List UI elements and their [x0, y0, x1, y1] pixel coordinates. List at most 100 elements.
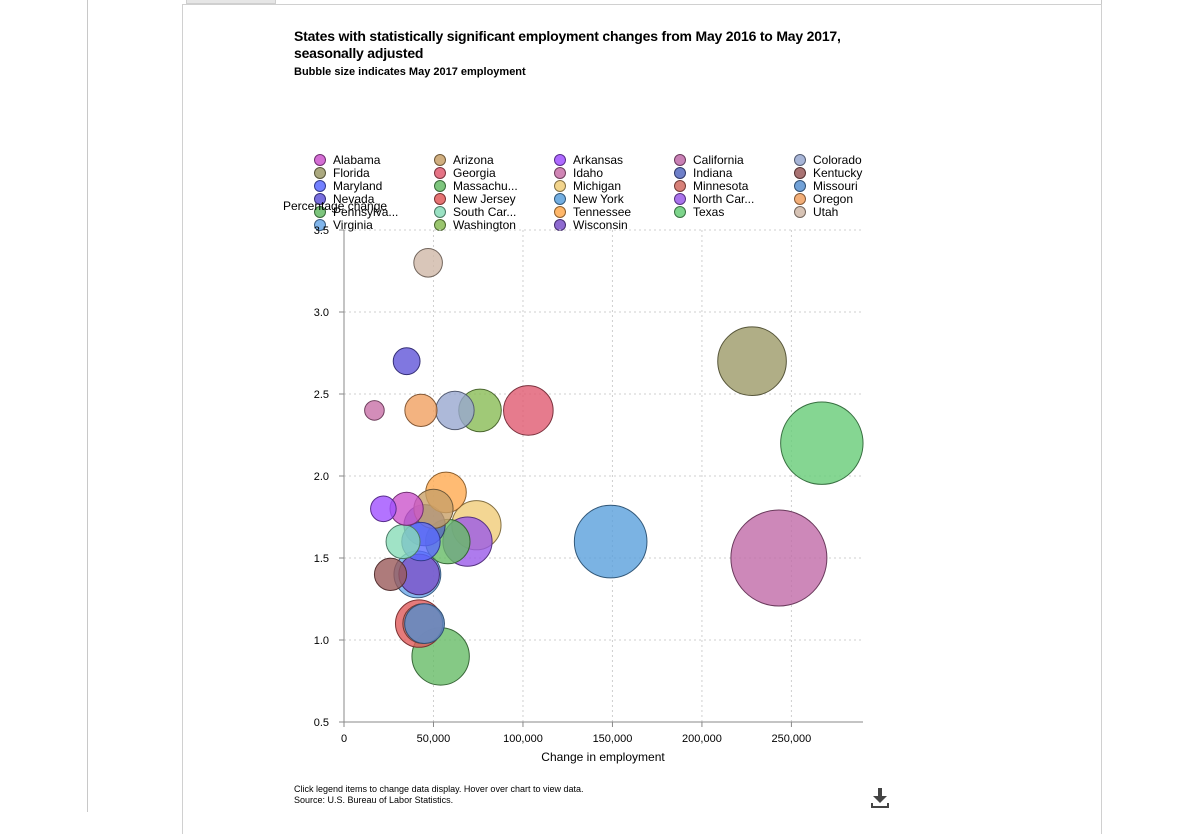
legend-item-tennessee[interactable]: Tennessee — [554, 205, 632, 219]
y-tick-label: 3.5 — [314, 225, 329, 237]
legend-swatch — [674, 180, 686, 192]
legend-swatch — [434, 167, 446, 179]
legend-label: Idaho — [573, 166, 603, 180]
legend-label: California — [693, 153, 744, 167]
legend-swatch — [794, 206, 806, 218]
legend-item-new-jersey[interactable]: New Jersey — [434, 192, 516, 206]
legend-item-michigan[interactable]: Michigan — [554, 179, 622, 193]
bubble-new-york[interactable]: New York — [573, 504, 648, 579]
tab-stub[interactable] — [186, 0, 276, 4]
chart-subtitle: Bubble size indicates May 2017 employmen… — [294, 66, 526, 78]
legend-label: Tennessee — [573, 205, 631, 219]
bubble-oregon[interactable]: Oregon — [404, 393, 438, 427]
legend-item-alabama[interactable]: Alabama — [314, 153, 381, 167]
legend-item-north-carolina[interactable]: North Car... — [674, 192, 755, 206]
footer-instructions: Click legend items to change data displa… — [294, 784, 584, 794]
legend-item-arizona[interactable]: Arizona — [434, 153, 495, 167]
legend-swatch — [674, 206, 686, 218]
bubble-utah[interactable]: Utah — [413, 247, 443, 278]
legend-item-pennsylvania[interactable]: Pennsylva... — [314, 205, 399, 219]
bubble-texas[interactable]: Texas — [780, 401, 864, 485]
bubble-layer: CaliforniaTexasNew YorkFloridaPennsylvan… — [364, 247, 864, 686]
legend-item-washington[interactable]: Washington — [434, 218, 516, 232]
legend-item-virginia[interactable]: Virginia — [314, 218, 374, 232]
legend-swatch — [794, 180, 806, 192]
legend-label: Minnesota — [693, 179, 749, 193]
bubble-idaho[interactable]: Idaho — [364, 400, 385, 421]
legend-swatch — [794, 167, 806, 179]
bubble-south-carolina[interactable]: South Carolina — [385, 524, 421, 560]
bubble-california[interactable]: California — [730, 509, 828, 607]
legend-item-maryland[interactable]: Maryland — [314, 179, 383, 193]
legend-label: North Car... — [693, 192, 754, 206]
legend-label: Alabama — [333, 153, 381, 167]
legend-swatch — [314, 219, 326, 231]
legend-swatch — [434, 193, 446, 205]
legend-item-idaho[interactable]: Idaho — [554, 166, 604, 180]
legend-item-massachusetts[interactable]: Massachu... — [434, 179, 518, 193]
legend-label: Colorado — [813, 153, 862, 167]
x-tick-label: 50,000 — [417, 733, 451, 745]
legend-swatch — [554, 206, 566, 218]
legend-item-florida[interactable]: Florida — [314, 166, 371, 180]
legend-swatch — [314, 193, 326, 205]
legend-swatch — [434, 206, 446, 218]
legend-label: Wisconsin — [573, 218, 628, 232]
bubble-nevada[interactable]: Nevada — [392, 347, 421, 376]
y-tick-label: 1.0 — [314, 635, 329, 647]
legend-swatch — [554, 154, 566, 166]
x-tick-label: 0 — [341, 733, 347, 745]
x-tick-label: 250,000 — [772, 733, 812, 745]
legend-swatch — [554, 219, 566, 231]
legend-item-colorado[interactable]: Colorado — [794, 153, 863, 167]
x-axis-label: Change in employment — [541, 750, 665, 764]
bubble-colorado[interactable]: Colorado — [435, 390, 475, 431]
download-icon[interactable] — [869, 786, 891, 810]
bubble-missouri[interactable]: Missouri — [404, 603, 445, 644]
legend-item-utah[interactable]: Utah — [794, 205, 839, 219]
legend-label: Massachu... — [453, 179, 518, 193]
legend-item-kentucky[interactable]: Kentucky — [794, 166, 863, 180]
bubble-kentucky[interactable]: Kentucky — [373, 557, 408, 592]
legend-label: Arkansas — [573, 153, 623, 167]
bubble-chart: Alabama Arizona Arkansas California Colorado… — [283, 153, 864, 764]
chart-title: States with statistically significant em… — [294, 28, 841, 61]
legend-item-minnesota[interactable]: Minnesota — [674, 179, 749, 193]
legend-swatch — [794, 154, 806, 166]
legend-item-missouri[interactable]: Missouri — [794, 179, 858, 193]
legend-label: New York — [573, 192, 625, 206]
legend-label: Georgia — [453, 166, 496, 180]
legend-item-wisconsin[interactable]: Wisconsin — [554, 218, 628, 232]
legend-label: Pennsylva... — [333, 205, 398, 219]
legend-label: Indiana — [693, 166, 733, 180]
bubble-georgia[interactable]: Georgia — [503, 385, 554, 436]
x-tick-label: 200,000 — [682, 733, 722, 745]
download-icon-graphic — [871, 788, 889, 808]
legend-swatch — [554, 167, 566, 179]
bubble-florida[interactable]: Florida — [717, 326, 787, 397]
legend-item-california[interactable]: California — [674, 153, 745, 167]
legend-label: Arizona — [453, 153, 494, 167]
legend-label: Oregon — [813, 192, 853, 206]
legend-item-oregon[interactable]: Oregon — [794, 192, 854, 206]
y-tick-label: 1.5 — [314, 553, 329, 565]
y-axis-label: Percentage change — [283, 199, 387, 213]
legend-item-nevada[interactable]: Nevada — [314, 192, 375, 206]
legend-item-indiana[interactable]: Indiana — [674, 166, 733, 180]
legend-label: Utah — [813, 205, 838, 219]
legend-label: Michigan — [573, 179, 621, 193]
bubble-arkansas[interactable]: Arkansas — [370, 495, 397, 523]
legend-swatch — [434, 180, 446, 192]
legend-item-arkansas[interactable]: Arkansas — [554, 153, 624, 167]
legend-label: Virginia — [333, 218, 373, 232]
legend-item-new-york[interactable]: New York — [554, 192, 625, 206]
legend-swatch — [674, 193, 686, 205]
legend-item-south-carolina[interactable]: South Car... — [434, 205, 517, 219]
legend-item-texas[interactable]: Texas — [674, 205, 725, 219]
footer-source: Source: U.S. Bureau of Labor Statistics. — [294, 795, 454, 805]
y-tick-label: 2.5 — [314, 389, 329, 401]
legend-item-georgia[interactable]: Georgia — [434, 166, 497, 180]
chart-card — [182, 4, 1102, 834]
legend-label: Nevada — [333, 192, 375, 206]
legend-label: Missouri — [813, 179, 858, 193]
